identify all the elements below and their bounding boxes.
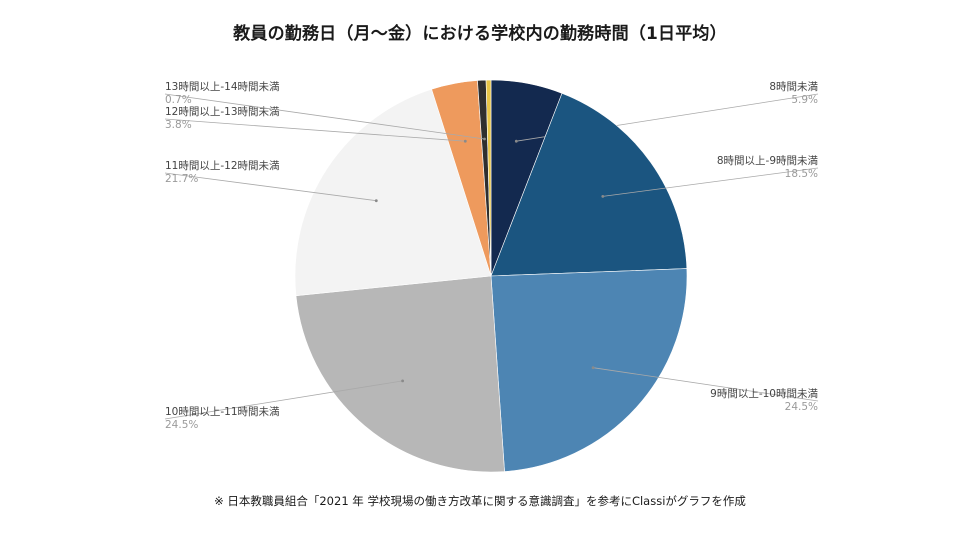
slice-percent: 24.5% [165,419,198,431]
slice-10-11h [295,275,505,473]
leader-line [602,167,819,197]
slice-11-12h [294,88,492,296]
slice-percent: 21.7% [165,173,198,185]
leader-dot [483,137,486,141]
leader-dot [514,139,518,143]
slice-label: 8時間以上-9時間未満 [717,155,819,167]
leader-dot [591,366,595,370]
leader-dot [374,199,378,203]
slice-label: 13時間以上-14時間未満 [165,81,280,93]
leader-line [164,93,485,140]
source-footnote: ※ 日本教職員組合「2021 年 学校現場の働き方改革に関する意識調査」を参考に… [214,494,746,508]
chart-title: 教員の勤務日（月～金）における学校内の勤務時間（1日平均） [233,24,727,44]
leader-line [164,380,403,420]
slice-label: 8時間未満 [769,81,818,93]
slice-percent: 18.5% [785,168,818,180]
slice-label: 10時間以上-11時間未満 [165,406,280,418]
leader-dot [463,139,467,143]
slice-label: 11時間以上-12時間未満 [165,160,280,172]
leader-line [164,172,377,202]
slice-percent: 3.8% [165,119,192,131]
slice-percent: 24.5% [785,401,818,413]
slice-percent: 0.7% [165,94,192,106]
leader-dot [401,379,404,383]
leader-line [593,367,819,402]
slice-percent: 5.9% [791,94,818,106]
slice-9-10h [490,268,688,472]
leader-line [164,118,466,142]
leader-dot [601,195,605,198]
slice-label: 9時間以上-10時間未満 [710,388,818,400]
slice-label: 12時間以上-13時間未満 [165,106,280,118]
slice-8-9h [490,92,688,277]
slice-7 [485,79,492,277]
